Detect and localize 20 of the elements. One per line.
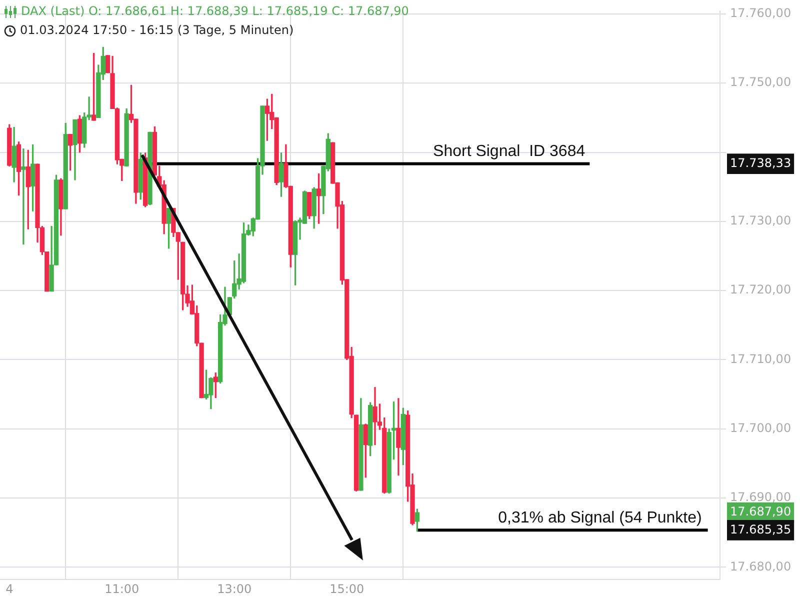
x-tick-label: 4 [6,582,14,596]
y-tick-label: 17.710,00 [730,352,792,366]
y-tick-label: 17.730,00 [730,214,792,228]
y-tick-label: 17.690,00 [730,490,792,504]
x-tick-label: 15:00 [330,582,364,596]
y-tick-label: 17.738,33 [730,156,792,170]
text: 01.03.2024 17:50 - 16:15 (3 Tage, 5 Minuten) [20,22,294,39]
annotation: 0,31% ab Signal (54 Punkte) [498,510,702,527]
y-tick-label: 17.687,90 [730,504,792,519]
x-tick-label: 11:00 [104,582,140,596]
y-tick-label: 17.700,00 [730,420,792,435]
x-tick-label: 13:00 [217,582,252,596]
y-tick-label: 17.720,00 [730,282,792,297]
y-tick-label: 17.750,00 [730,75,792,90]
y-tick-label: 17.760,00 [730,6,792,20]
candlestick [21,148,26,245]
y-tick-label: 17.680,00 [730,559,792,574]
y-tick-label: 17.685,35 [730,522,792,536]
chart-title: DAX (Last) O: 17.686,61 H: 17.688,39 L: 17.685,19 C: 17.687,90 [21,3,409,20]
annotation: Short Signal ID 3684 [433,143,586,160]
